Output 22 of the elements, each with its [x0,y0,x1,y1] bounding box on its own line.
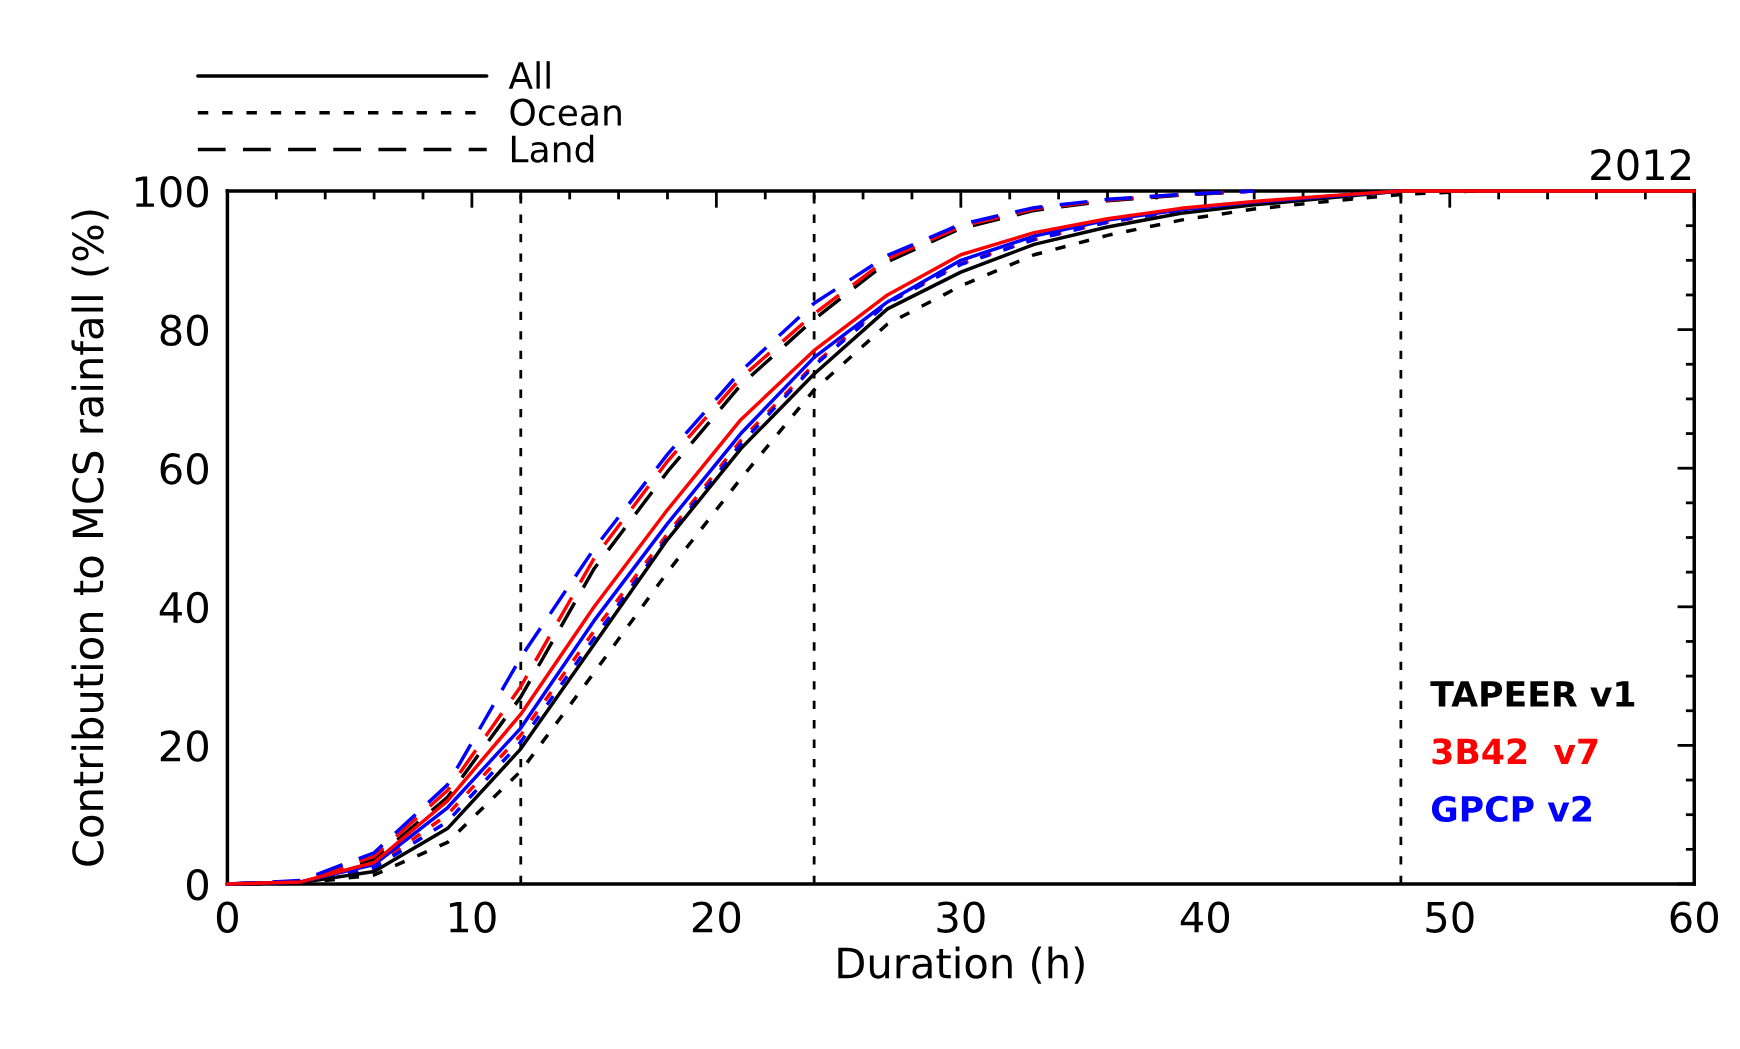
x-tick-label: 30 [937,901,985,933]
y-tick-label: 20 [160,730,208,762]
annotation: TAPEER v1 [1430,681,1635,707]
chart-title: 2012 [1591,148,1691,181]
x-tick-label: 50 [1426,901,1474,933]
annotation: GPCP v2 [1431,795,1591,822]
y-tick-label: 40 [159,591,208,624]
x-tick-label: 10 [449,901,496,933]
y-axis-title: Contribution to MCS rainfall (%) [71,210,109,866]
text: Ocean [510,98,621,126]
y-tick-label: 100 [135,175,208,208]
annotation: 3B42 v7 [1432,738,1598,765]
y-tick-label: 80 [160,314,208,347]
x-tick-label: 0 [216,901,238,933]
x-tick-label: 40 [1180,901,1230,933]
text: All [508,61,550,89]
y-tick-label: 0 [186,868,208,901]
x-tick-label: 60 [1670,901,1718,933]
text: Land [511,134,594,163]
x-axis-title: Duration (h) [838,946,1084,984]
x-tick-label: 20 [692,901,741,933]
y-tick-label: 60 [160,453,208,485]
